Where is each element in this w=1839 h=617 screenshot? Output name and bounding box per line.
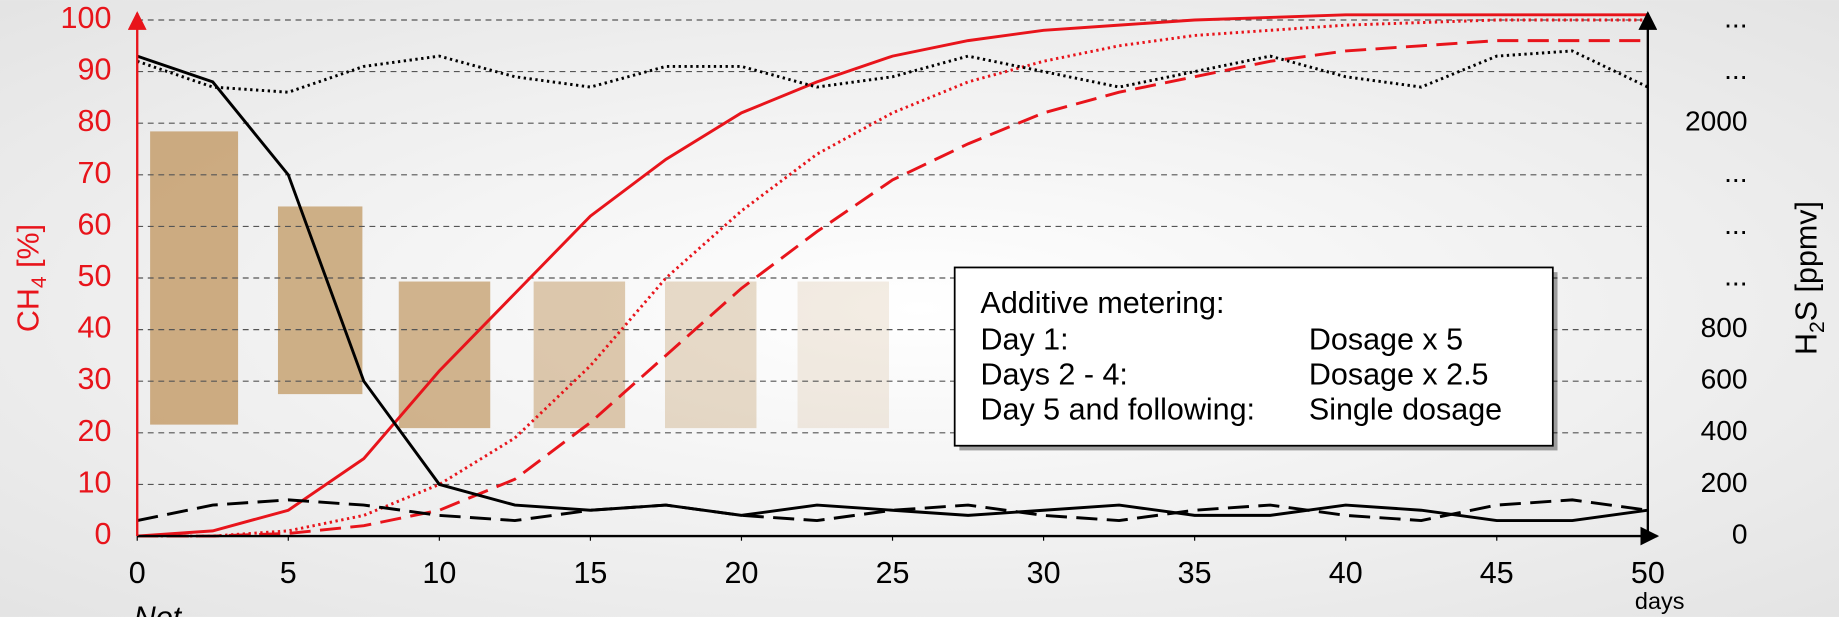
x-tick-label: 50: [1631, 556, 1665, 590]
y-tick-label: 40: [77, 311, 111, 345]
series-line: [136, 49, 1649, 94]
bag: [664, 281, 757, 429]
legend-value: Single dosage: [1309, 393, 1502, 427]
y2-tick-label: ...: [1724, 157, 1747, 188]
y2-tick-label: 200: [1701, 467, 1748, 498]
legend-value: Dosage x 5: [1309, 322, 1463, 356]
y2-tick-label: 2000: [1685, 106, 1748, 137]
y-label-main: CH: [12, 288, 46, 332]
y-tick-label: 50: [77, 259, 111, 293]
series-line: [137, 18, 1648, 538]
note: Not: [134, 600, 183, 617]
x-tick-label: 5: [280, 556, 297, 590]
y-tick-label: 80: [77, 104, 111, 138]
y2-label-sub: 2: [1805, 321, 1828, 333]
x-tick-label: 35: [1178, 556, 1212, 590]
legend: Additive metering: Day 1: Dosage x 5 Day…: [953, 266, 1558, 451]
legend-label: Days 2 - 4:: [980, 358, 1127, 392]
y2-axis-label: H2S [ppmv]: [1790, 201, 1829, 355]
y-tick-label: 10: [77, 465, 111, 499]
legend-label: Day 5 and following:: [980, 393, 1255, 427]
x-tick-label: 45: [1480, 556, 1514, 590]
y-tick-label: 30: [77, 362, 111, 396]
series-line: [137, 39, 1648, 538]
y2-tick-label: ...: [1724, 2, 1747, 33]
bag: [533, 281, 626, 429]
y-tick-label: 70: [77, 156, 111, 190]
y2-label-main: H: [1790, 333, 1824, 355]
legend-box: [953, 266, 1554, 447]
series-line: [136, 54, 1649, 523]
bag: [797, 281, 890, 429]
y2-label-unit: S [ppmv]: [1790, 201, 1824, 321]
y-tick-label: 90: [77, 53, 111, 87]
x-tick-label: 0: [129, 556, 146, 590]
series-line: [137, 13, 1648, 538]
y2-tick-label: ...: [1724, 260, 1747, 291]
x-tick-label: 25: [876, 556, 910, 590]
x-tick-label: 15: [573, 556, 607, 590]
bag: [398, 281, 491, 429]
y2-tick-label: ...: [1724, 209, 1747, 240]
y2-tick-label: 600: [1701, 364, 1748, 395]
x-tick-label: 30: [1027, 556, 1061, 590]
y-tick-label: 60: [77, 207, 111, 241]
y2-tick-label: ...: [1724, 54, 1747, 85]
x-unit: days: [1635, 588, 1685, 614]
y2-tick-label: 400: [1701, 415, 1748, 446]
legend-value: Dosage x 2.5: [1309, 358, 1489, 392]
y-label-unit: [%]: [12, 224, 46, 277]
x-tick-label: 10: [422, 556, 456, 590]
product-images: [150, 131, 890, 429]
series-line: [136, 498, 1649, 523]
y2-tick-label: 800: [1701, 312, 1748, 343]
legend-label: Day 1:: [980, 322, 1068, 356]
x-tick-label: 20: [725, 556, 759, 590]
y-tick-label: 100: [61, 1, 112, 35]
y2-tick-label: 0: [1732, 518, 1748, 549]
y-label-sub: 4: [27, 276, 50, 288]
y-axis-label: CH4 [%]: [12, 224, 51, 332]
y-tick-label: 0: [94, 517, 111, 551]
x-tick-label: 40: [1329, 556, 1363, 590]
bag: [277, 206, 363, 395]
legend-title: Additive metering:: [980, 286, 1224, 320]
y-tick-label: 20: [77, 414, 111, 448]
